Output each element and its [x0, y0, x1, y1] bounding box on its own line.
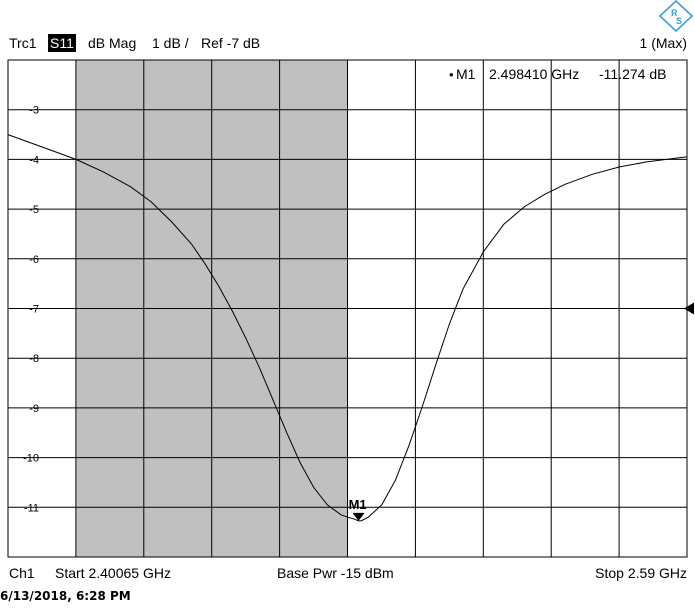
- y-tick-label: -11: [24, 502, 39, 514]
- format-label[interactable]: dB Mag: [88, 35, 137, 51]
- trace-max-label: 1 (Max): [639, 35, 687, 51]
- marker-readout-name: M1: [456, 66, 476, 82]
- y-tick-label: -7: [29, 304, 39, 316]
- stop-frequency[interactable]: Stop 2.59 GHz: [595, 565, 687, 581]
- base-power[interactable]: Base Pwr -15 dBm: [277, 565, 394, 581]
- trace-label[interactable]: Trc1: [9, 35, 37, 51]
- y-tick-label: -10: [23, 453, 39, 465]
- scale-label[interactable]: 1 dB /: [152, 35, 189, 51]
- marker-readout-frequency: 2.498410 GHz: [489, 66, 579, 82]
- svg-text:R: R: [671, 8, 678, 18]
- s-parameter-label[interactable]: S11: [48, 34, 76, 52]
- marker-triangle-icon: [352, 512, 365, 521]
- reference-label[interactable]: Ref -7 dB: [201, 35, 261, 51]
- channel-label[interactable]: Ch1: [9, 565, 35, 581]
- s11-chart[interactable]: -3 -4 -5 -6 -7 -8 -9 -10 -11 M1 • M1 2.498410 GH…: [0, 0, 695, 560]
- trace-line: [7, 134, 688, 522]
- start-frequency[interactable]: Start 2.40065 GHz: [55, 565, 171, 581]
- timestamp: 6/13/2018, 6:28 PM: [0, 589, 131, 603]
- marker-readout-value: -11.274 dB: [599, 66, 666, 82]
- y-tick-label: -6: [29, 254, 39, 266]
- y-tick-label: -3: [29, 105, 39, 117]
- y-tick-label: -5: [29, 204, 39, 216]
- marker-label: M1: [349, 497, 367, 512]
- y-tick-label: -8: [29, 353, 39, 365]
- y-tick-label: -9: [29, 403, 39, 415]
- y-tick-label: -4: [29, 154, 39, 166]
- reference-level-arrow-icon: [684, 302, 694, 315]
- marker-readout-bullet: •: [449, 67, 454, 82]
- rohde-schwarz-logo-icon: R S: [658, 0, 694, 32]
- svg-text:S: S: [676, 16, 682, 26]
